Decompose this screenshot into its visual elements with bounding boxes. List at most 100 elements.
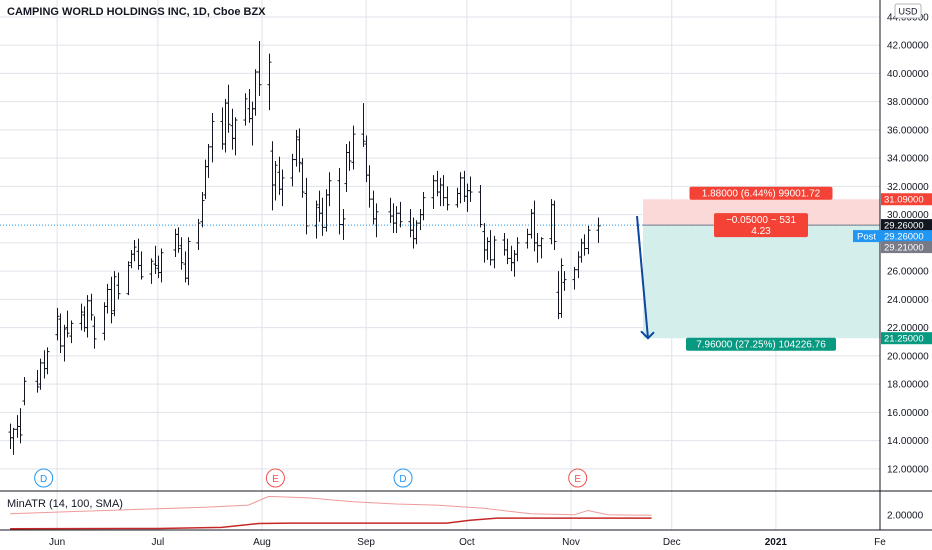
ohlc-bar <box>394 206 399 233</box>
indicator-tick-label: 2.00000 <box>887 510 924 521</box>
reward-label: 7.96000 (27.25%) 104226.76 <box>686 337 836 351</box>
post-market-label: Post 29.26000 <box>853 230 932 243</box>
x-tick-label: Dec <box>663 537 681 548</box>
indicator-label[interactable]: MinATR (14, 100, SMA) <box>7 498 123 510</box>
ohlc-bar <box>582 234 587 256</box>
ohlc-bar <box>572 266 577 290</box>
reward-label-text: 7.96000 (27.25%) 104226.76 <box>696 340 826 351</box>
event-circle <box>393 468 413 488</box>
y-tick-label: 22.00000 <box>887 323 929 334</box>
ohlc-bar <box>505 238 510 265</box>
y-tick-label: 26.00000 <box>887 267 929 278</box>
ohlc-bar <box>196 218 201 250</box>
ohlc-bar <box>515 237 520 262</box>
y-tick-label: 40.00000 <box>887 69 929 80</box>
y-tick-label: 20.00000 <box>887 351 929 362</box>
post-market-bg <box>853 230 932 243</box>
ohlc-bar <box>539 237 544 259</box>
ohlc-bar <box>105 283 110 314</box>
ohlc-bar <box>327 172 332 207</box>
target-price-box-bg <box>881 332 932 345</box>
ohlc-bar <box>273 160 278 201</box>
ohlc-bar <box>38 358 43 390</box>
short-position-tool[interactable]: 1.88000 (6.44%) 99001.72 −0.05000 ~ 5314.… <box>0 186 880 351</box>
ohlc-bar <box>35 369 40 393</box>
x-tick-label: Sep <box>357 537 375 548</box>
ohlc-bar <box>257 40 262 97</box>
x-tick-label: Fe <box>874 537 886 548</box>
ohlc-bar <box>398 201 403 228</box>
ohlc-bar <box>347 141 352 171</box>
ohlc-bar <box>488 230 493 266</box>
post-close-box: 29.21000 <box>881 241 932 254</box>
post-price: 29.26000 <box>884 232 924 243</box>
risk-label-bg <box>689 186 833 200</box>
currency-badge[interactable]: USD <box>894 3 922 19</box>
ohlc-bar <box>351 125 356 170</box>
x-tick-label: Nov <box>562 537 580 548</box>
ohlc-bar <box>559 258 564 318</box>
event-letter: D <box>399 474 406 485</box>
post-close-bg <box>881 241 932 254</box>
y-tick-label: 42.00000 <box>887 41 929 52</box>
ohlc-bar <box>126 261 131 296</box>
event-circle <box>34 468 54 488</box>
post-close-text: 29.21000 <box>884 243 924 254</box>
y-tick-label: 24.00000 <box>887 295 929 306</box>
ohlc-bar <box>79 303 84 331</box>
reward-label-bg <box>686 337 836 351</box>
current-price-box-text: 29.26000 <box>884 221 924 232</box>
atr-line <box>10 495 652 516</box>
ohlc-bar <box>596 217 601 243</box>
ohlc-bar <box>320 197 325 236</box>
y-tick-label: 36.00000 <box>887 125 929 136</box>
ohlc-bar <box>280 169 285 207</box>
currency-label: USD <box>898 7 918 17</box>
ohlc-bar <box>492 235 497 269</box>
event-marker-E: E <box>568 468 588 488</box>
ohlc-bar <box>304 177 309 235</box>
ohlc-bar <box>458 172 463 204</box>
stop-price-box-text: 31.09000 <box>884 195 924 206</box>
y-tick-label: 34.00000 <box>887 154 929 165</box>
ohlc-bar <box>206 144 211 178</box>
risk-label: 1.88000 (6.44%) 99001.72 <box>689 186 833 200</box>
ohlc-bar <box>58 313 63 354</box>
x-tick-label: Aug <box>253 537 271 548</box>
ohlc-bar <box>367 165 372 208</box>
event-letter: E <box>574 474 581 485</box>
ohlc-bar <box>22 377 27 406</box>
ohlc-bar <box>89 293 94 321</box>
stop-price-box-bg <box>881 193 932 206</box>
ohlc-bar <box>62 324 67 362</box>
ohlc-bar <box>314 200 319 239</box>
ohlc-bar <box>478 184 483 228</box>
ohlc-bar <box>18 408 23 444</box>
ohlc-bar <box>374 203 379 238</box>
position-center-label-text: −0.05000 ~ 531 <box>726 215 797 226</box>
ohlc-bar <box>186 237 191 286</box>
ohlc-bar <box>200 192 205 228</box>
ohlc-bar <box>552 200 557 250</box>
ohlc-bar <box>441 175 446 207</box>
ohlc-bar <box>253 69 258 116</box>
ohlc-bar <box>139 251 144 280</box>
ohlc-bar <box>290 153 295 187</box>
ohlc-bar <box>243 93 248 126</box>
ohlc-bar <box>562 271 567 291</box>
y-tick-label: 14.00000 <box>887 436 929 447</box>
event-marker-D: D <box>34 468 54 488</box>
y-tick-label: 16.00000 <box>887 408 929 419</box>
ohlc-bar <box>445 186 450 211</box>
ohlc-bar <box>69 320 74 344</box>
y-tick-label: 30.00000 <box>887 210 929 221</box>
risk-label-text: 1.88000 (6.44%) 99001.72 <box>702 189 821 200</box>
ohlc-bar <box>300 158 305 198</box>
projection-arrow[interactable] <box>636 215 655 340</box>
ohlc-bar <box>179 237 184 270</box>
ohlc-bar <box>525 228 530 249</box>
event-circle <box>265 468 285 488</box>
